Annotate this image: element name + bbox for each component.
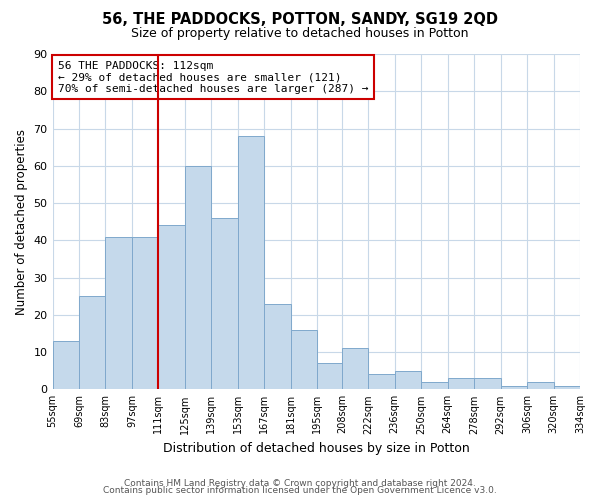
Text: Size of property relative to detached houses in Potton: Size of property relative to detached ho… (131, 28, 469, 40)
Bar (554, 386, 580, 390)
Bar (448, 378, 474, 390)
Text: 56 THE PADDOCKS: 112sqm
← 29% of detached houses are smaller (121)
70% of semi-d: 56 THE PADDOCKS: 112sqm ← 29% of detache… (58, 60, 368, 94)
Bar (211, 218, 238, 390)
Text: 56, THE PADDOCKS, POTTON, SANDY, SG19 2QD: 56, THE PADDOCKS, POTTON, SANDY, SG19 2Q… (102, 12, 498, 28)
Bar (500, 386, 527, 390)
Bar (238, 136, 264, 390)
Bar (132, 236, 158, 390)
Bar (368, 374, 395, 390)
Bar (106, 236, 132, 390)
Bar (474, 378, 500, 390)
Bar (527, 382, 554, 390)
Bar (421, 382, 448, 390)
Bar (185, 166, 211, 390)
Bar (264, 304, 291, 390)
Text: Contains public sector information licensed under the Open Government Licence v3: Contains public sector information licen… (103, 486, 497, 495)
Bar (342, 348, 368, 390)
Bar (291, 330, 317, 390)
Bar (395, 370, 421, 390)
Bar (53, 341, 79, 390)
Bar (317, 363, 342, 390)
Text: Contains HM Land Registry data © Crown copyright and database right 2024.: Contains HM Land Registry data © Crown c… (124, 478, 476, 488)
Bar (158, 226, 185, 390)
Bar (79, 296, 106, 390)
X-axis label: Distribution of detached houses by size in Potton: Distribution of detached houses by size … (163, 442, 470, 455)
Y-axis label: Number of detached properties: Number of detached properties (15, 128, 28, 314)
